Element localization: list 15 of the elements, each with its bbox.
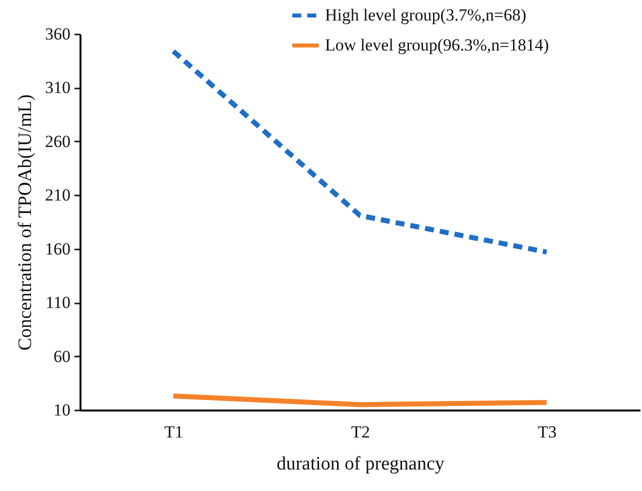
legend-label: High level group(3.7%,n=68) (325, 6, 526, 24)
x-axis-title: duration of pregnancy (276, 454, 445, 474)
x-tick-label: T3 (538, 422, 557, 442)
y-tick-label: 260 (45, 132, 70, 151)
x-tick-label: T1 (164, 422, 184, 442)
y-axis-title: Concentration of TPOAb(IU/mL) (15, 94, 36, 351)
y-tick-label: 160 (45, 239, 70, 258)
y-tick-label: 210 (45, 186, 70, 205)
y-tick-label: 310 (45, 78, 70, 98)
legend-label: Low level group(96.3%,n=1814) (325, 36, 549, 54)
x-tick-label: T2 (351, 422, 370, 442)
y-tick-label: 360 (45, 24, 70, 44)
y-tick-label: 60 (54, 346, 70, 366)
y-tick-label: 10 (54, 400, 70, 420)
y-tick-label: 110 (46, 293, 70, 312)
